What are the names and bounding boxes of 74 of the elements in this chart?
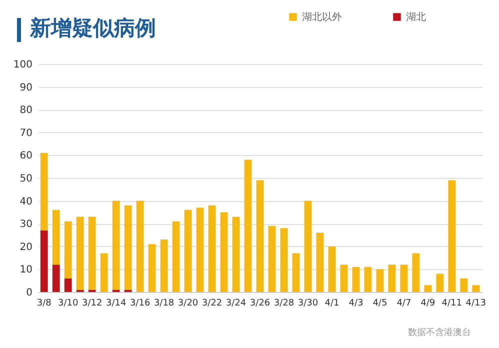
y-tick-label: 70	[20, 128, 32, 139]
x-tick-label: 3/18	[154, 298, 174, 308]
bar	[172, 221, 180, 292]
x-tick-label: 3/14	[106, 298, 126, 308]
legend-label: 湖北	[406, 11, 426, 23]
bar	[448, 180, 456, 292]
bar	[40, 152, 48, 230]
bar	[88, 216, 96, 290]
bar	[388, 264, 396, 292]
bar	[376, 269, 384, 292]
bar	[460, 278, 468, 292]
bar	[64, 221, 72, 278]
x-tick-label: 3/16	[130, 298, 150, 308]
y-tick-label: 50	[20, 174, 32, 184]
text: 数据不含港澳台	[408, 326, 471, 339]
bar	[52, 264, 60, 292]
x-tick-label: 4/3	[348, 298, 364, 308]
bar	[148, 244, 156, 292]
chart-title: 新增疑似病例	[30, 15, 156, 42]
y-tick-label: 80	[20, 105, 32, 116]
bar	[352, 266, 360, 292]
bar	[208, 205, 216, 292]
y-tick-label: 40	[20, 196, 32, 208]
x-tick-label: 4/5	[372, 298, 388, 308]
bar	[244, 160, 252, 292]
x-tick-label: 3/24	[226, 298, 246, 308]
x-tick-label: 3/20	[178, 298, 198, 308]
bar	[196, 208, 204, 292]
x-tick-label: 3/22	[202, 298, 222, 308]
bar	[304, 200, 312, 292]
bar	[52, 210, 60, 265]
bar	[316, 232, 324, 292]
x-tick-label: 3/10	[58, 298, 78, 308]
bar	[160, 240, 168, 292]
bar	[400, 264, 408, 292]
y-tick-label: 90	[20, 82, 32, 94]
bar	[292, 253, 300, 292]
x-tick-label: 3/30	[298, 298, 318, 308]
bar	[40, 230, 48, 292]
bar	[340, 264, 348, 292]
y-tick-label: 0	[26, 288, 32, 298]
bar	[184, 210, 192, 292]
bar	[112, 200, 120, 290]
y-tick-label: 10	[20, 264, 32, 276]
x-tick-label: 4/11	[442, 298, 462, 308]
x-tick-label: 3/12	[82, 298, 102, 308]
bar	[436, 274, 444, 292]
bar	[412, 253, 420, 292]
bar	[124, 205, 132, 290]
x-tick-label: 4/7	[396, 298, 412, 308]
y-tick-label: 100	[13, 60, 32, 70]
x-tick-label: 3/26	[250, 298, 270, 308]
x-tick-label: 4/1	[324, 298, 340, 308]
legend-label: 湖北以外	[302, 11, 342, 23]
bar	[100, 253, 108, 292]
bar	[136, 200, 144, 292]
bar	[472, 285, 480, 292]
bar	[220, 212, 228, 292]
x-tick-label: 4/13	[466, 298, 486, 308]
bar	[256, 180, 264, 292]
bar	[64, 278, 72, 292]
bar	[268, 226, 276, 292]
bar	[76, 216, 84, 290]
y-tick-label: 20	[20, 242, 32, 253]
bar	[328, 246, 336, 292]
bar	[364, 266, 372, 292]
x-tick-label: 3/28	[274, 298, 294, 308]
y-tick-label: 60	[20, 150, 32, 162]
x-tick-label: 4/9	[420, 298, 436, 308]
bar	[280, 228, 288, 292]
bar	[424, 285, 432, 292]
x-tick-label: 3/8	[36, 298, 52, 308]
y-tick-label: 30	[20, 219, 32, 230]
bar	[232, 216, 240, 292]
